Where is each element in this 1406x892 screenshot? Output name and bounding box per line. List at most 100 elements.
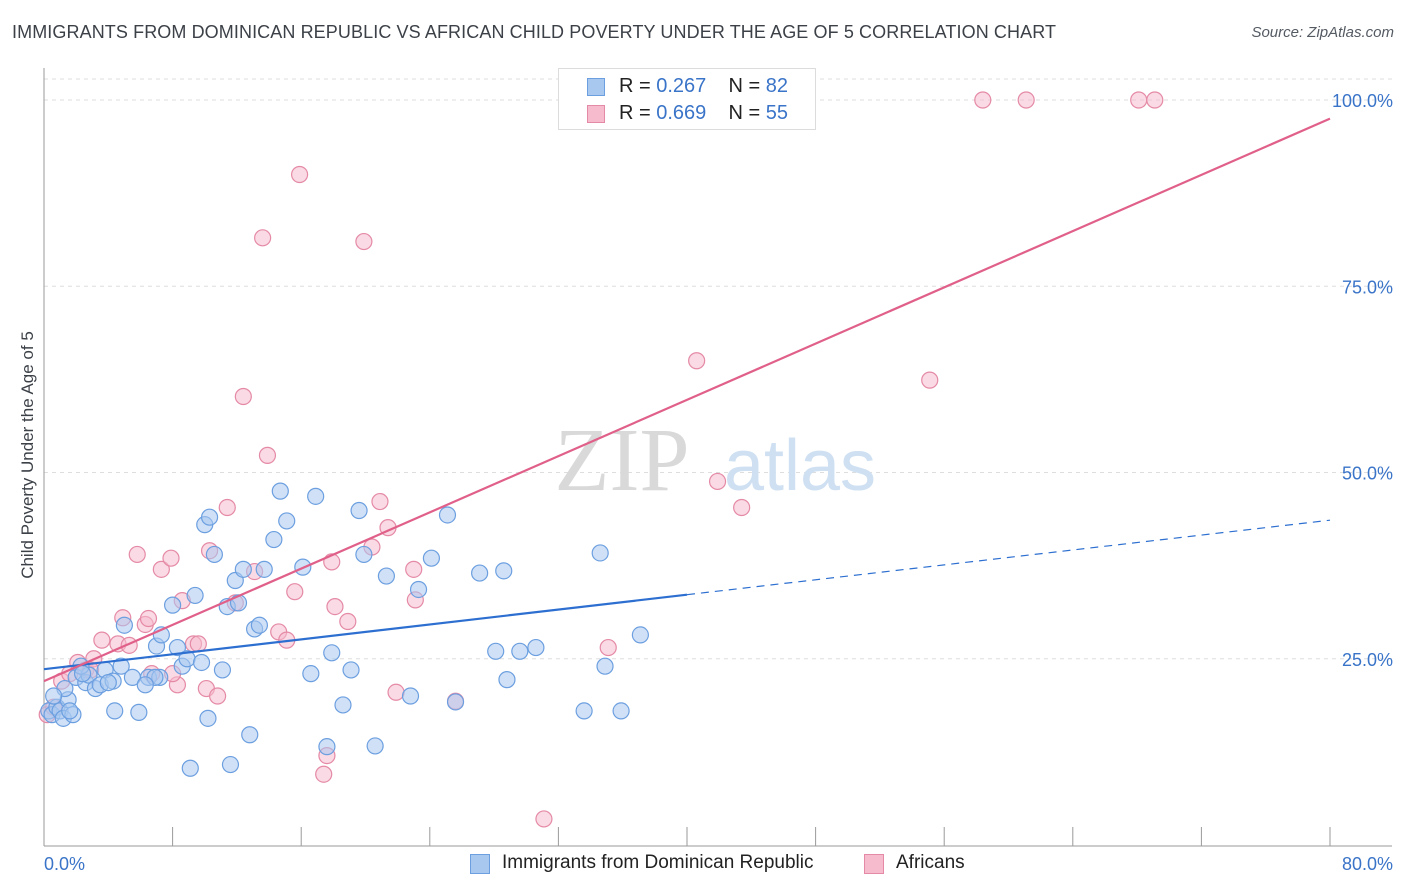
watermark-atlas: atlas xyxy=(724,426,876,506)
data-point xyxy=(355,232,373,251)
y-tick-label: 50.0% xyxy=(1342,464,1393,484)
data-point xyxy=(438,506,457,524)
legend-n-label: N = xyxy=(728,75,761,97)
data-point xyxy=(136,676,154,694)
watermark: ZIP atlas xyxy=(555,411,877,510)
data-point xyxy=(205,545,223,564)
series-legend: Immigrants from Dominican Republic Afric… xyxy=(0,852,1406,878)
data-point xyxy=(234,560,252,578)
data-point xyxy=(307,487,325,505)
data-point xyxy=(498,671,516,689)
data-point xyxy=(115,616,133,634)
data-point xyxy=(575,702,593,720)
data-point xyxy=(241,726,259,744)
trend-line-africans xyxy=(43,117,1331,683)
legend-r-value: 0.267 xyxy=(656,75,707,97)
data-point xyxy=(181,759,199,777)
series-swatch-pink xyxy=(864,854,884,874)
data-point xyxy=(250,616,269,634)
data-point xyxy=(355,545,373,564)
data-point xyxy=(334,696,352,714)
data-point xyxy=(128,545,146,564)
data-point xyxy=(371,492,389,511)
data-point xyxy=(342,661,360,679)
data-point xyxy=(164,596,182,614)
data-point xyxy=(139,609,158,628)
data-point xyxy=(596,657,614,675)
data-point xyxy=(209,687,227,705)
data-point xyxy=(1130,91,1148,109)
data-point xyxy=(61,702,79,720)
trend-line-dominican-extension xyxy=(686,519,1331,596)
chart-title: IMMIGRANTS FROM DOMINICAN REPUBLIC VS AF… xyxy=(12,22,1057,42)
trend-line-dominican xyxy=(43,593,688,671)
data-point xyxy=(271,482,289,500)
legend-r-value: 0.669 xyxy=(656,102,707,124)
data-point xyxy=(302,665,320,683)
data-point xyxy=(401,687,420,705)
legend-r-label: R = xyxy=(619,102,651,124)
trend-lines xyxy=(43,117,1331,683)
data-point xyxy=(733,498,751,517)
data-point xyxy=(387,683,405,701)
data-point xyxy=(527,638,545,657)
data-point xyxy=(471,564,489,582)
legend-n-label: N = xyxy=(728,102,761,124)
data-point xyxy=(409,580,428,599)
y-tick-label: 75.0% xyxy=(1342,277,1393,297)
data-point xyxy=(422,549,441,567)
data-point xyxy=(350,501,368,520)
dominican-points xyxy=(40,482,649,777)
data-point xyxy=(189,635,207,653)
data-point xyxy=(254,229,272,247)
data-point xyxy=(599,638,617,657)
data-point xyxy=(631,626,649,644)
x-tick-label: 80.0% xyxy=(1342,854,1393,874)
watermark-zip: ZIP xyxy=(555,411,690,510)
data-point xyxy=(708,472,727,491)
data-point xyxy=(290,165,309,184)
data-point xyxy=(106,702,124,720)
data-point xyxy=(535,810,553,828)
data-point xyxy=(323,644,341,662)
data-point xyxy=(278,512,296,530)
data-point xyxy=(221,755,240,774)
data-point xyxy=(162,549,180,567)
series-swatch-blue xyxy=(470,854,490,874)
data-point xyxy=(318,738,336,756)
data-point xyxy=(688,352,706,370)
x-tick-label: 0.0% xyxy=(44,854,85,874)
data-point xyxy=(487,642,505,660)
data-point xyxy=(446,693,465,711)
data-point xyxy=(112,657,130,675)
data-point xyxy=(258,446,277,464)
data-point xyxy=(130,703,148,721)
data-point xyxy=(192,653,211,672)
data-point xyxy=(921,371,939,389)
data-point xyxy=(974,91,992,109)
data-point xyxy=(511,642,529,660)
legend-n-value: 55 xyxy=(765,102,789,124)
data-point xyxy=(405,560,423,578)
data-point xyxy=(315,765,333,783)
data-point xyxy=(200,508,219,526)
data-point xyxy=(377,567,395,585)
data-point xyxy=(99,673,117,692)
data-point xyxy=(152,560,170,578)
data-point xyxy=(234,387,252,406)
data-point xyxy=(495,562,513,580)
data-point xyxy=(1146,91,1164,109)
data-point xyxy=(326,597,344,616)
data-point xyxy=(213,661,232,679)
tick-labels: 25.0% 50.0% 75.0% 100.0% 0.0% 80.0% xyxy=(44,91,1393,874)
data-point xyxy=(93,631,111,649)
data-point xyxy=(73,665,92,683)
chart-source: Source: ZipAtlas.com xyxy=(1251,24,1394,41)
legend-n-value: 82 xyxy=(765,75,789,97)
data-point xyxy=(199,709,217,727)
correlation-legend: R = 0.267 N = 82 R = 0.669 N = 55 xyxy=(558,68,816,130)
data-point xyxy=(265,530,283,549)
legend-swatch-pink xyxy=(587,105,605,123)
data-point xyxy=(286,583,304,601)
